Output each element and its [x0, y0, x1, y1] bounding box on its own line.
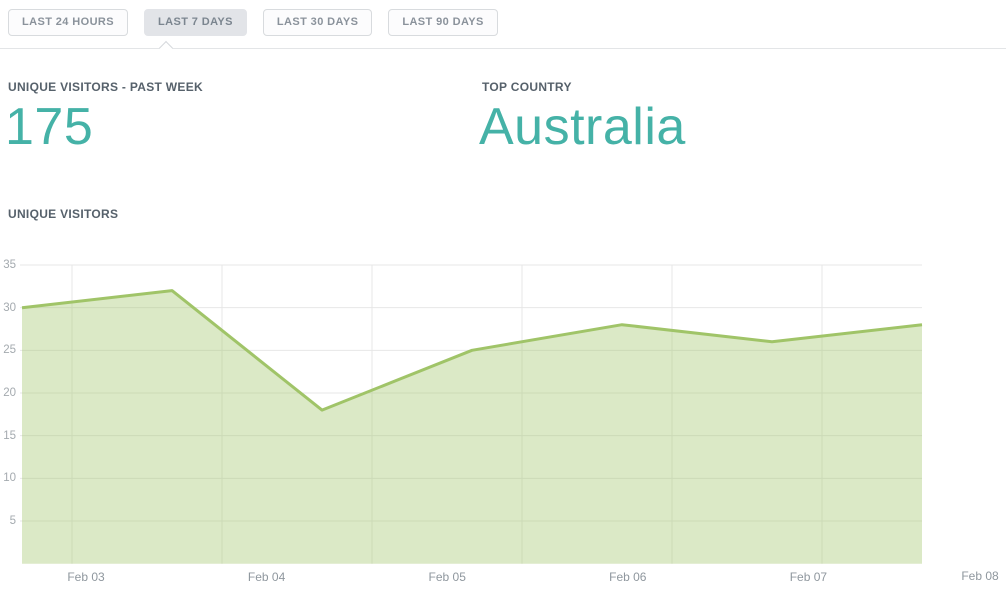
- x-axis-tick-label: Feb 06: [609, 570, 647, 584]
- x-axis-tick-label: Feb 07: [789, 570, 828, 584]
- y-axis-tick-label: 5: [9, 515, 16, 527]
- tabs-divider: [0, 48, 1006, 49]
- tab-last-7-days[interactable]: LAST 7 DAYS: [144, 9, 247, 36]
- x-axis-tick-label: Feb 03: [67, 570, 105, 584]
- visitors-chart: 5 10 15 20 25 30 35 Feb 03 Feb 04 Feb 05 Feb 06 Fe…: [0, 258, 1006, 606]
- x-axis-tick-label: Feb 05: [428, 570, 466, 584]
- time-range-tabs: LAST 24 HOURS LAST 7 DAYS LAST 30 DAYS LAST…: [8, 9, 498, 36]
- y-axis-tick-label: 15: [3, 429, 16, 442]
- y-axis-tick-label: 30: [3, 301, 16, 314]
- x-axis-tick-label: Feb 04: [247, 570, 286, 584]
- y-axis-tick-label: 20: [3, 387, 16, 399]
- y-axis-tick-label: 35: [3, 259, 16, 271]
- selected-tab-notch-icon: [158, 40, 174, 56]
- area-series-fill: [22, 290, 922, 564]
- y-axis-tick-label: 10: [3, 472, 16, 485]
- tab-last-90-days[interactable]: LAST 90 DAYS: [388, 9, 498, 36]
- tab-last-30-days[interactable]: LAST 30 DAYS: [262, 9, 373, 36]
- tab-last-24-hours[interactable]: LAST 24 HOURS: [8, 9, 128, 36]
- stat-value: 175: [5, 98, 94, 156]
- visitors-chart-svg: [20, 264, 923, 564]
- y-axis-tick-label: 25: [3, 344, 16, 357]
- stat-label: UNIQUE VISITORS - PAST WEEK: [8, 80, 204, 94]
- chart-section-title: UNIQUE VISITORS: [8, 207, 119, 221]
- x-axis-tick-label: Feb 08: [961, 569, 999, 583]
- stat-value: Australia: [479, 98, 686, 156]
- area-series-line: [21, 289, 923, 412]
- stat-label: TOP COUNTRY: [482, 80, 572, 94]
